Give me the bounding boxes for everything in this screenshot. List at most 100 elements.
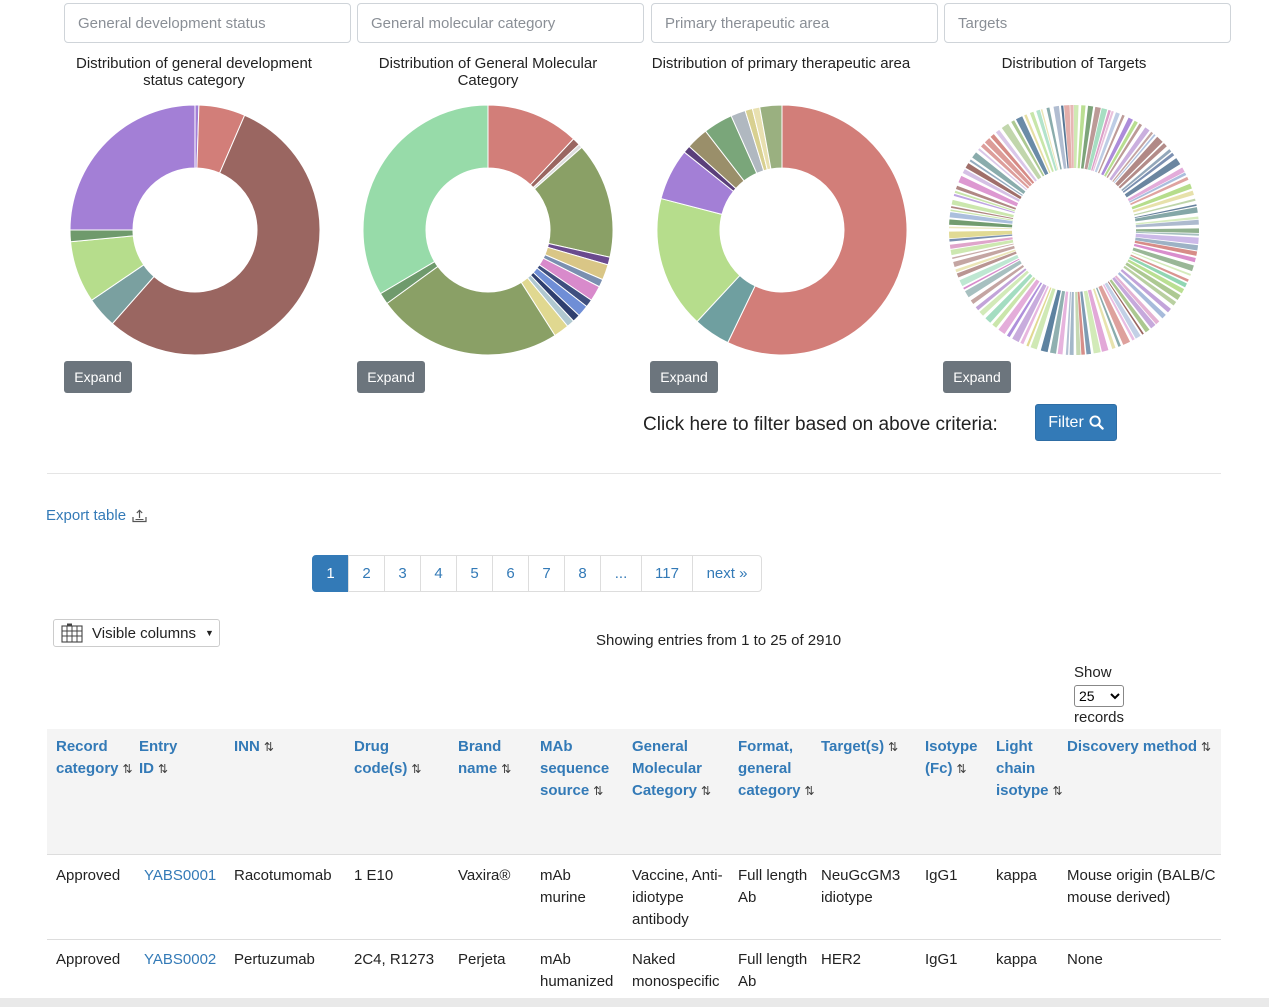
donut-3-slice-103[interactable] <box>990 134 1035 184</box>
targets-donut-chart[interactable] <box>948 103 1200 357</box>
donut-3-slice-2[interactable] <box>1080 105 1094 169</box>
donut-0-slice-6[interactable] <box>69 104 196 231</box>
donut-3-slice-95[interactable] <box>958 175 1019 207</box>
th-isotype[interactable]: Isotype (Fc) ⇅ <box>925 736 987 780</box>
donut-3-slice-107[interactable] <box>1015 116 1049 176</box>
donut-3-slice-72[interactable] <box>979 270 1029 316</box>
donut-3-slice-113[interactable] <box>1053 105 1067 169</box>
donut-3-slice-82[interactable] <box>950 239 1014 256</box>
donut-3-slice-32[interactable] <box>1135 233 1199 245</box>
donut-3-slice-67[interactable] <box>1012 283 1047 343</box>
donut-3-slice-93[interactable] <box>954 190 1016 212</box>
donut-3-slice-47[interactable] <box>1109 279 1150 333</box>
th-inn[interactable]: INN ⇅ <box>234 736 334 758</box>
donut-3-slice-109[interactable] <box>1029 111 1054 172</box>
page-size-select[interactable]: 25 <box>1074 685 1124 707</box>
donut-3-slice-25[interactable] <box>1134 198 1196 216</box>
donut-3-slice-29[interactable] <box>1135 219 1199 228</box>
donut-3-slice-46[interactable] <box>1112 277 1156 329</box>
donut-3-slice-12[interactable] <box>1109 127 1150 181</box>
th-brand-name[interactable]: Brand name ⇅ <box>458 736 526 780</box>
th-entry-id[interactable]: Entry ID ⇅ <box>139 736 209 780</box>
donut-3-slice-31[interactable] <box>1135 231 1199 236</box>
donut-3-slice-57[interactable] <box>1077 291 1085 355</box>
donut-3-slice-98[interactable] <box>969 159 1023 196</box>
donut-3-slice-15[interactable] <box>1115 136 1163 187</box>
th-general-molecular-category[interactable]: General Molecular Category ⇅ <box>632 736 714 802</box>
donut-3-slice-69[interactable] <box>998 279 1040 334</box>
donut-3-slice-48[interactable] <box>1107 281 1144 335</box>
donut-3-slice-9[interactable] <box>1101 117 1134 176</box>
donut-3-slice-91[interactable] <box>951 199 1014 218</box>
targets-expand-button[interactable]: Expand <box>943 361 1011 393</box>
donut-3-slice-17[interactable] <box>1121 149 1172 192</box>
donut-3-slice-13[interactable] <box>1112 131 1154 182</box>
donut-3-slice-108[interactable] <box>1024 114 1051 174</box>
targets-filter-input[interactable] <box>944 3 1231 43</box>
donut-1-slice-15[interactable] <box>362 104 489 295</box>
donut-3-slice-78[interactable] <box>956 251 1017 278</box>
donut-3-slice-28[interactable] <box>1135 216 1199 225</box>
page-link-3[interactable]: 3 <box>384 555 421 592</box>
donut-3-slice-92[interactable] <box>953 193 1015 214</box>
donut-3-slice-33[interactable] <box>1135 237 1199 251</box>
entry-id-link[interactable]: YABS0002 <box>144 951 217 968</box>
mol-category-expand-button[interactable]: Expand <box>357 361 425 393</box>
donut-3-slice-1[interactable] <box>1077 105 1086 169</box>
donut-3-slice-112[interactable] <box>1046 107 1062 170</box>
donut-3-slice-111[interactable] <box>1040 109 1059 171</box>
donut-3-slice-39[interactable] <box>1129 256 1187 288</box>
donut-3-slice-89[interactable] <box>950 209 1013 221</box>
donut-3-slice-87[interactable] <box>949 219 1013 228</box>
donut-3-slice-55[interactable] <box>1083 290 1101 354</box>
donut-3-slice-102[interactable] <box>984 138 1032 187</box>
donut-3-slice-76[interactable] <box>963 258 1020 290</box>
donut-3-slice-23[interactable] <box>1131 183 1192 210</box>
donut-3-slice-3[interactable] <box>1084 106 1101 170</box>
therapeutic-expand-button[interactable]: Expand <box>650 361 718 393</box>
page-link-117[interactable]: 117 <box>641 555 693 592</box>
donut-3-slice-42[interactable] <box>1123 265 1177 306</box>
donut-3-slice-10[interactable] <box>1104 120 1138 177</box>
next-page-link[interactable]: next » <box>692 555 762 592</box>
donut-3-slice-37[interactable] <box>1131 251 1191 276</box>
donut-3-slice-116[interactable] <box>1070 105 1074 169</box>
donut-3-slice-61[interactable] <box>1057 291 1069 355</box>
export-table-link[interactable]: Export table <box>46 507 147 524</box>
dev-status-donut-chart[interactable] <box>69 103 321 357</box>
donut-0-slice-2[interactable] <box>111 114 321 356</box>
th-discovery-method[interactable]: Discovery method ⇅ <box>1067 736 1227 758</box>
entry-id-link[interactable]: YABS0001 <box>144 867 217 884</box>
donut-3-slice-83[interactable] <box>949 237 1013 249</box>
donut-3-slice-74[interactable] <box>970 264 1025 304</box>
donut-3-slice-35[interactable] <box>1133 243 1196 263</box>
donut-3-slice-7[interactable] <box>1094 112 1120 173</box>
donut-3-slice-105[interactable] <box>1001 123 1042 180</box>
donut-3-slice-0[interactable] <box>1074 105 1079 169</box>
page-link-1[interactable]: 1 <box>312 555 349 592</box>
therapeutic-donut-chart[interactable] <box>656 103 908 357</box>
donut-3-slice-75[interactable] <box>965 260 1022 298</box>
donut-3-slice-34[interactable] <box>1134 240 1198 256</box>
th-format[interactable]: Format, general category ⇅ <box>738 736 815 802</box>
donut-3-slice-96[interactable] <box>962 169 1020 202</box>
donut-3-slice-4[interactable] <box>1087 108 1108 171</box>
th-record-category[interactable]: Record category ⇅ <box>56 736 133 780</box>
donut-3-slice-40[interactable] <box>1127 259 1185 294</box>
mol-category-donut-chart[interactable] <box>362 103 614 357</box>
donut-3-slice-6[interactable] <box>1092 110 1114 172</box>
donut-3-slice-94[interactable] <box>955 185 1017 210</box>
donut-3-slice-52[interactable] <box>1096 287 1121 347</box>
donut-3-slice-85[interactable] <box>949 230 1013 239</box>
therapeutic-area-filter-input[interactable] <box>651 3 938 43</box>
donut-3-slice-19[interactable] <box>1124 158 1181 198</box>
donut-3-slice-43[interactable] <box>1120 269 1171 313</box>
donut-3-slice-49[interactable] <box>1104 282 1141 339</box>
donut-3-slice-56[interactable] <box>1080 291 1091 355</box>
donut-3-slice-71[interactable] <box>985 273 1033 323</box>
donut-3-slice-73[interactable] <box>975 268 1027 311</box>
donut-3-slice-60[interactable] <box>1065 291 1072 355</box>
donut-3-slice-16[interactable] <box>1118 143 1167 189</box>
donut-3-slice-20[interactable] <box>1127 167 1185 202</box>
donut-3-slice-99[interactable] <box>972 152 1026 195</box>
